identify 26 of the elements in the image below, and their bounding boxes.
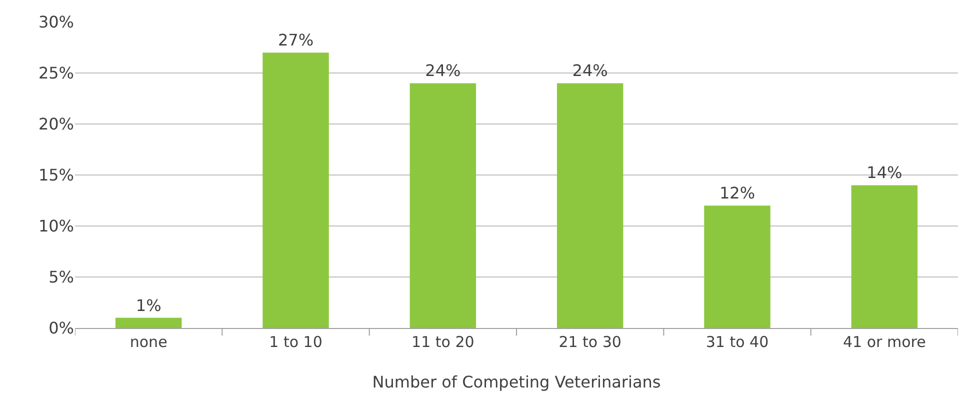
data-label: 14% bbox=[866, 163, 902, 182]
bar bbox=[115, 318, 182, 328]
x-tick-label: 31 to 40 bbox=[706, 333, 769, 351]
x-tick-label: 11 to 20 bbox=[412, 333, 474, 351]
y-tick-label: 20% bbox=[38, 114, 74, 134]
data-label: 27% bbox=[278, 30, 314, 50]
y-tick-label: 25% bbox=[38, 64, 74, 83]
x-tick-label: 21 to 30 bbox=[558, 333, 622, 351]
y-tick-label: 0% bbox=[48, 318, 74, 338]
x-tick-label: none bbox=[130, 333, 168, 351]
data-label: 24% bbox=[425, 61, 461, 80]
data-label: 12% bbox=[719, 184, 756, 203]
data-label: 1% bbox=[136, 296, 162, 315]
x-axis-title: Number of Competing Veterinarians bbox=[372, 372, 661, 392]
y-tick-label: 5% bbox=[48, 268, 74, 287]
bar bbox=[556, 83, 624, 328]
x-tick-label: 1 to 10 bbox=[269, 333, 322, 351]
bar bbox=[704, 206, 770, 328]
y-tick-label: 15% bbox=[38, 166, 74, 185]
bar bbox=[851, 185, 918, 328]
y-tick-label: 10% bbox=[38, 216, 74, 236]
bar bbox=[410, 83, 476, 328]
x-tick-label: 41 or more bbox=[843, 333, 926, 351]
data-label: 24% bbox=[572, 61, 608, 80]
y-tick-label: 30% bbox=[38, 12, 74, 32]
bar bbox=[262, 52, 329, 328]
